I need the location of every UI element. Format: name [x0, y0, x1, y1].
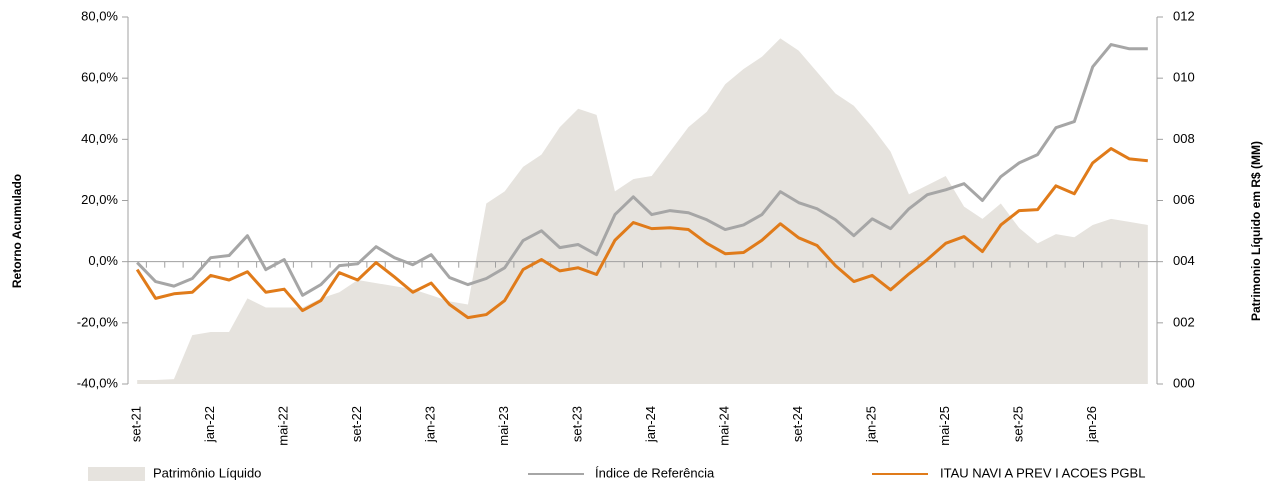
y-tick-label: -20,0%: [77, 314, 119, 329]
x-tick-label: set-23: [570, 406, 585, 442]
y-tick-label: 60,0%: [81, 70, 118, 85]
y2-tick-label: 002: [1173, 314, 1195, 329]
area: [137, 38, 1148, 385]
legend-label: ITAU NAVI A PREV I ACOES PGBL: [940, 465, 1145, 480]
x-tick-label: jan-26: [1084, 406, 1099, 443]
x-tick-label: mai-22: [276, 406, 291, 446]
legend-label: Índice de Referência: [595, 465, 715, 480]
y2-tick-label: 000: [1173, 375, 1195, 390]
y-tick-label: 0,0%: [88, 253, 118, 268]
y-tick-label: -40,0%: [77, 375, 119, 390]
line: [136, 43, 1148, 297]
x-tick-label: set-21: [129, 406, 144, 442]
x-tick-label: jan-24: [643, 406, 658, 443]
x-tick-label: mai-25: [937, 406, 952, 446]
x-tick-label: jan-22: [202, 406, 217, 443]
line: [135, 147, 1148, 320]
x-tick-label: set-25: [1011, 406, 1026, 442]
y2-tick-label: 004: [1173, 253, 1195, 268]
y2-tick-label: 006: [1173, 192, 1195, 207]
x-tick-label: jan-25: [864, 406, 879, 443]
y-tick-label: 20,0%: [81, 192, 118, 207]
y2-tick-label: 012: [1173, 8, 1195, 23]
legend-label: Patrimônio Líquido: [153, 465, 261, 480]
y-tick-label: 40,0%: [81, 131, 118, 146]
y2-tick-label: 008: [1173, 131, 1195, 146]
legend-swatch: [88, 467, 145, 481]
y-axis-title: Retorno Acumulado: [10, 174, 24, 288]
x-tick-label: set-22: [349, 406, 364, 442]
x-tick-label: mai-24: [717, 406, 732, 446]
y2-tick-label: 010: [1173, 70, 1195, 85]
x-tick-label: mai-23: [496, 406, 511, 446]
y-tick-label: 80,0%: [81, 8, 118, 23]
x-tick-label: jan-23: [423, 406, 438, 443]
y2-axis-title: Patrimonio Líquido em R$ (MM): [1249, 141, 1263, 321]
x-tick-label: set-24: [790, 406, 805, 442]
